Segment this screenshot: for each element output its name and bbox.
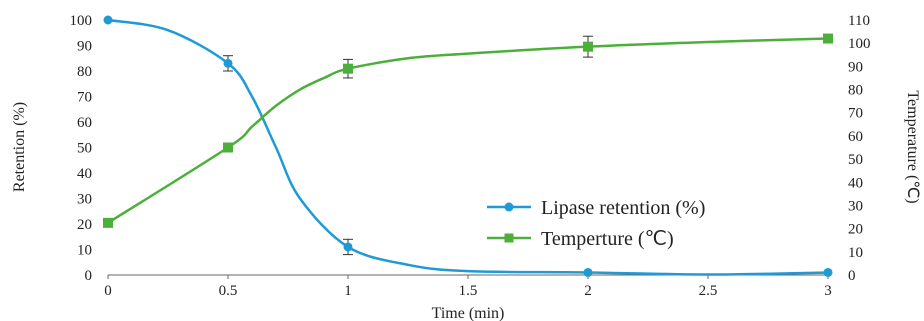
y-left-tick-label: 0 [85, 268, 93, 284]
y-left-tick-label: 80 [77, 64, 92, 80]
y-left-tick-label: 10 [77, 243, 92, 259]
x-tick-label: 2.5 [699, 283, 718, 299]
data-point-temperature [823, 33, 833, 44]
y-right-tick-label: 80 [848, 83, 863, 99]
legend-marker-lipase [504, 202, 514, 212]
y-right-tick-label: 40 [848, 175, 863, 191]
y-left-tick-label: 70 [77, 90, 92, 106]
y-left-axis-title: Retention (%) [11, 102, 28, 192]
y-left-tick-label: 90 [77, 39, 92, 55]
y-left-tick-label: 50 [77, 141, 92, 157]
series-line-temperature [107, 37, 829, 224]
x-axis-title: Time (min) [432, 305, 505, 321]
y-right-ticks: 0 10 20 30 40 50 60 70 80 90 100 110 [848, 13, 871, 284]
x-tick-label: 3 [824, 283, 832, 299]
y-left-tick-label: 40 [77, 166, 92, 182]
series-line-lipase [107, 18, 829, 276]
y-right-tick-label: 100 [848, 36, 871, 52]
legend-label-lipase: Lipase retention (%) [541, 197, 705, 219]
y-right-tick-label: 30 [848, 198, 863, 214]
y-left-tick-label: 20 [77, 217, 92, 233]
y-right-tick-label: 10 [848, 245, 863, 261]
x-tick-label: 0.5 [219, 283, 238, 299]
legend-label-temperature: Temperture (℃) [541, 228, 674, 250]
y-left-tick-label: 100 [70, 13, 93, 29]
y-right-tick-label: 50 [848, 152, 863, 168]
data-point-lipase [823, 267, 833, 277]
legend-item-temperature: Temperture (℃) [487, 228, 674, 250]
y-right-tick-label: 60 [848, 129, 863, 145]
x-tick-label: 2 [584, 283, 592, 299]
data-point-lipase [223, 58, 233, 68]
legend-item-lipase: Lipase retention (%) [487, 197, 705, 219]
y-right-tick-label: 20 [848, 222, 863, 238]
data-point-lipase [343, 242, 353, 252]
series-layer [103, 15, 833, 277]
data-point-temperature [223, 142, 233, 153]
y-left-tick-label: 30 [77, 192, 92, 208]
x-tick-label: 1.5 [459, 283, 478, 299]
y-right-tick-label: 70 [848, 106, 863, 122]
data-point-temperature [583, 41, 593, 52]
y-right-tick-label: 0 [848, 268, 856, 284]
y-left-tick-label: 60 [77, 115, 92, 131]
legend: Lipase retention (%) Temperture (℃) [487, 197, 705, 250]
y-right-tick-label: 90 [848, 59, 863, 75]
legend-marker-temperature [504, 233, 514, 243]
x-ticks: 0 0.5 1 1.5 2 2.5 3 [104, 275, 832, 299]
x-tick-label: 0 [104, 283, 112, 299]
x-tick-label: 1 [344, 283, 352, 299]
y-left-ticks: 0 10 20 30 40 50 60 70 80 90 100 [70, 13, 93, 284]
data-point-lipase [583, 267, 593, 277]
y-right-axis-title: Temperature (℃) [904, 90, 921, 203]
data-point-temperature [343, 63, 353, 74]
y-right-tick-label: 110 [848, 13, 870, 29]
data-point-temperature [103, 217, 113, 228]
data-point-lipase [103, 15, 113, 25]
